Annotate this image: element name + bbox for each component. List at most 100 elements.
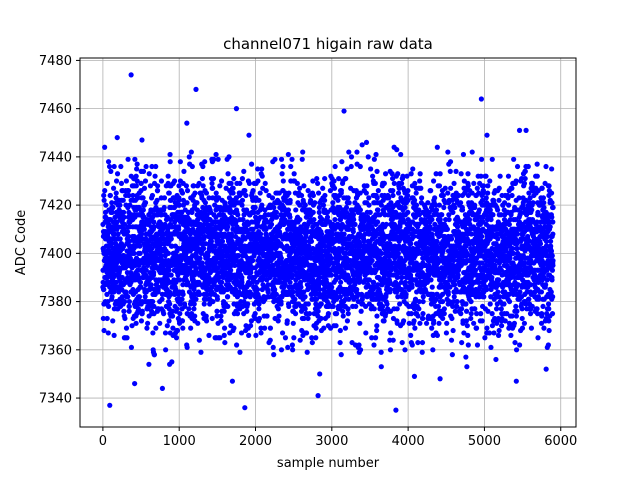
data-point <box>278 156 285 162</box>
data-point <box>203 241 209 247</box>
data-point <box>235 212 241 218</box>
data-point <box>409 342 415 348</box>
data-point <box>243 192 249 199</box>
data-point <box>243 289 249 295</box>
data-point <box>458 311 464 317</box>
data-point <box>369 257 375 264</box>
data-point <box>381 318 387 324</box>
data-point <box>109 294 115 300</box>
data-point <box>397 301 403 307</box>
data-point <box>114 219 120 225</box>
data-point <box>335 197 341 203</box>
data-point <box>137 243 143 249</box>
data-point <box>463 301 469 307</box>
data-point <box>142 178 149 184</box>
data-point <box>169 308 176 314</box>
data-point <box>285 344 291 351</box>
data-point <box>428 277 434 283</box>
data-point <box>239 202 245 208</box>
data-point <box>452 204 458 211</box>
data-point <box>177 277 183 283</box>
data-point <box>394 147 400 153</box>
data-point <box>149 192 156 199</box>
data-point <box>440 315 446 322</box>
data-point <box>436 202 442 208</box>
data-point <box>321 325 327 331</box>
data-point <box>230 185 236 191</box>
data-point <box>337 327 343 334</box>
data-point <box>434 144 440 150</box>
data-point <box>465 332 471 338</box>
data-point <box>390 188 396 194</box>
data-point <box>117 236 123 242</box>
data-point <box>374 195 380 201</box>
data-point <box>390 192 396 199</box>
data-point <box>180 291 186 297</box>
data-point <box>149 163 155 170</box>
data-point <box>375 188 381 194</box>
data-point <box>184 344 190 351</box>
data-point <box>411 197 418 203</box>
data-point <box>439 212 445 218</box>
data-point <box>166 267 172 273</box>
data-point <box>102 144 108 150</box>
data-point <box>181 168 187 174</box>
data-point <box>141 185 148 191</box>
data-point <box>124 335 130 341</box>
data-point <box>278 301 284 307</box>
data-point <box>186 306 192 312</box>
data-point <box>204 291 211 297</box>
data-point <box>437 376 443 382</box>
data-point <box>465 183 471 189</box>
data-point <box>351 216 357 223</box>
data-point <box>147 183 154 189</box>
data-point <box>214 308 220 314</box>
data-point <box>113 178 120 184</box>
data-point <box>140 207 146 213</box>
data-point <box>314 180 321 187</box>
data-point <box>259 173 265 179</box>
data-point <box>357 207 363 213</box>
data-point <box>197 255 203 261</box>
data-point <box>171 178 178 184</box>
data-point <box>428 188 434 194</box>
data-point <box>105 298 111 305</box>
data-point <box>420 294 426 300</box>
data-point <box>352 221 358 228</box>
data-point <box>458 171 464 177</box>
data-point <box>221 325 228 331</box>
data-point <box>154 188 161 194</box>
data-point <box>449 352 455 358</box>
data-point <box>175 272 181 278</box>
data-point <box>363 190 369 196</box>
data-point <box>267 337 273 343</box>
data-point <box>218 178 225 184</box>
data-point <box>192 190 198 196</box>
data-point <box>170 325 176 331</box>
data-point <box>374 219 381 225</box>
data-point <box>403 291 409 297</box>
data-point <box>262 325 268 331</box>
data-point <box>364 183 370 189</box>
data-point <box>471 180 477 187</box>
data-point <box>272 286 278 293</box>
data-point <box>151 352 158 358</box>
data-point <box>108 168 114 174</box>
data-point <box>395 171 401 177</box>
data-point <box>137 250 143 256</box>
data-point <box>416 306 422 312</box>
data-point <box>252 311 258 317</box>
data-point <box>164 323 170 329</box>
data-point <box>380 303 386 310</box>
data-point <box>179 296 185 302</box>
data-point <box>423 320 430 326</box>
data-point <box>463 308 470 314</box>
data-point <box>382 171 389 177</box>
data-point <box>328 272 334 278</box>
data-point <box>127 202 133 208</box>
data-point <box>446 216 452 223</box>
data-point <box>150 298 156 305</box>
data-point <box>365 154 371 160</box>
data-point <box>188 149 194 155</box>
